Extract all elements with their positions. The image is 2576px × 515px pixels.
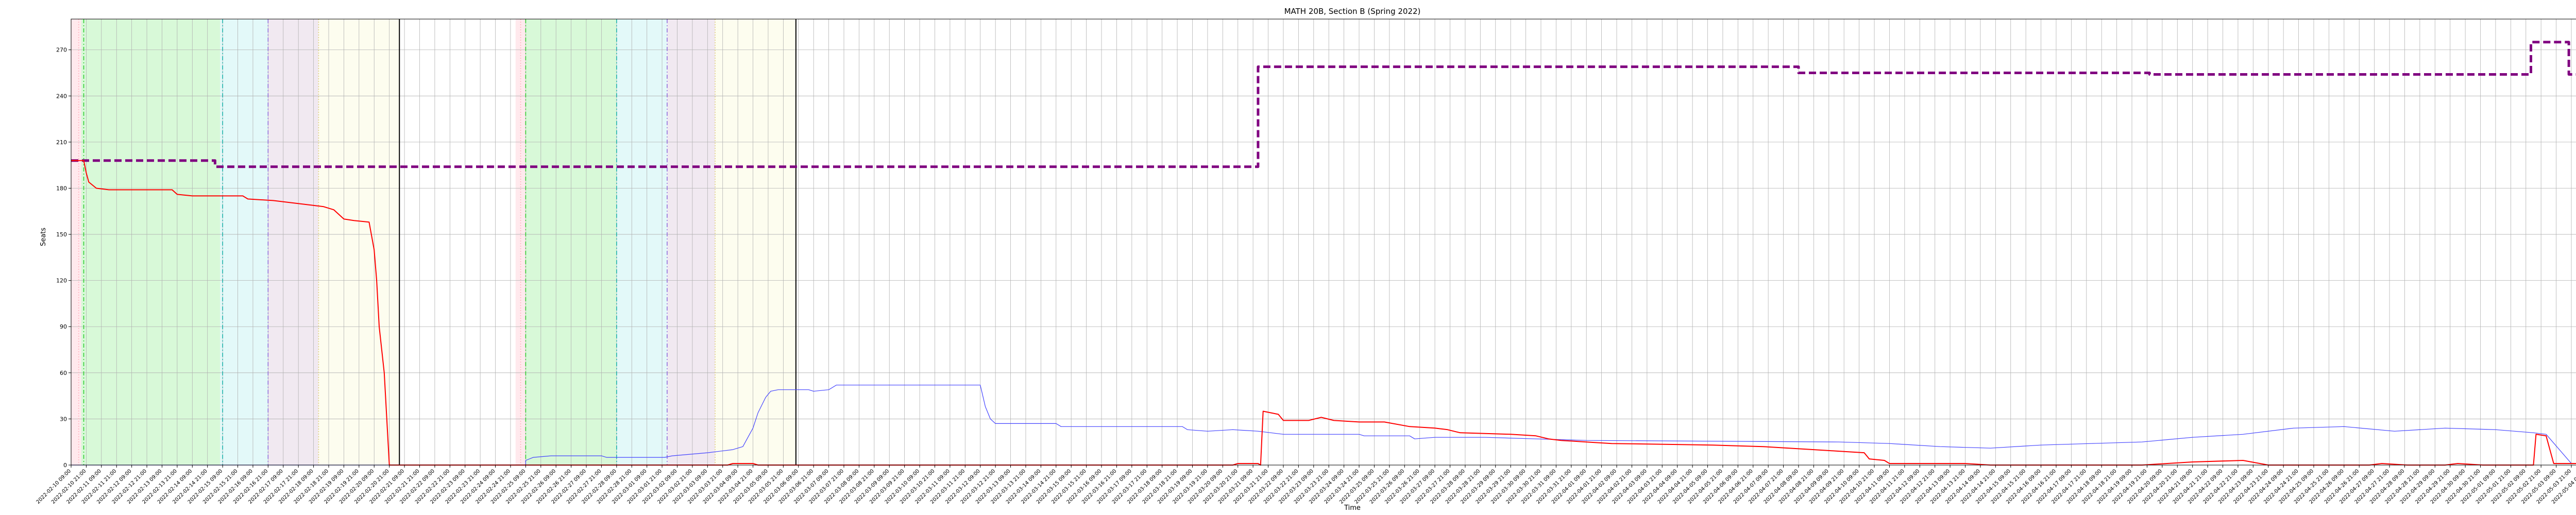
span-2-1 — [616, 19, 667, 465]
series-line-waitlist — [71, 385, 2576, 466]
y-tick-label-3: 90 — [60, 323, 67, 330]
y-axis-label: Seats — [40, 228, 47, 246]
y-tick-label-7: 210 — [56, 139, 67, 146]
y-tick-label-9: 270 — [56, 47, 67, 54]
x-axis-label: Time — [1344, 504, 1361, 512]
grid — [71, 19, 2576, 466]
y-tick-label-1: 30 — [60, 416, 67, 422]
span-3-1 — [667, 19, 716, 465]
span-4-1 — [715, 19, 796, 465]
y-tick-label-2: 60 — [60, 370, 67, 376]
chart-title: MATH 20B, Section B (Spring 2022) — [1284, 7, 1421, 16]
enrollment-period-spans — [71, 19, 796, 465]
span-1-0 — [81, 19, 221, 465]
y-tick-label-0: 0 — [63, 462, 67, 469]
series-line-available — [71, 160, 2576, 466]
span-0-0 — [71, 19, 81, 465]
data-series — [71, 41, 2576, 466]
series-line-total-seats — [71, 41, 2576, 168]
period-markers — [78, 19, 796, 465]
plot-frame — [71, 19, 2576, 466]
y-tick-label-8: 240 — [56, 93, 67, 99]
span-0-1 — [515, 19, 526, 465]
y-tick-label-5: 150 — [56, 231, 67, 238]
y-tick-label-4: 120 — [56, 278, 67, 284]
span-2-0 — [220, 19, 268, 465]
span-3-0 — [268, 19, 319, 465]
y-tick-label-6: 180 — [56, 185, 67, 192]
